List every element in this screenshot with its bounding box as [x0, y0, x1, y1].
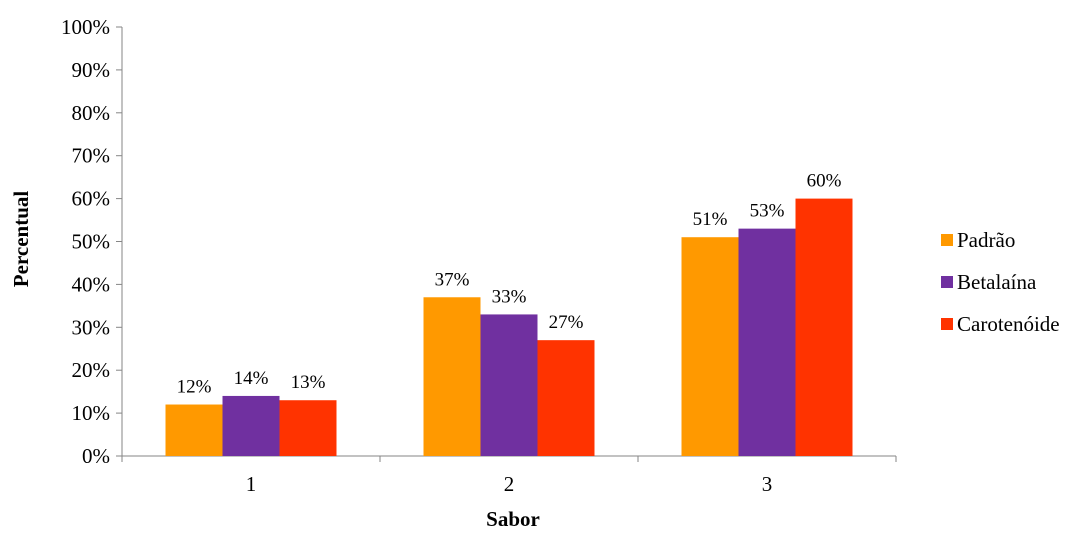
- x-axis: 1 2 3: [121, 455, 897, 496]
- legend-label: Betalaína: [957, 270, 1037, 294]
- bar-1-1: [165, 404, 223, 456]
- y-tick-label: 10%: [72, 401, 111, 425]
- y-axis-title: Percentual: [9, 191, 33, 288]
- x-tick-label: 3: [762, 472, 773, 496]
- legend-label: Padrão: [957, 228, 1015, 252]
- bar-2-3: [738, 228, 796, 456]
- data-label: 12%: [177, 377, 212, 398]
- y-tick-label: 20%: [72, 358, 111, 382]
- bar-3-2: [537, 340, 595, 456]
- legend-label: Carotenóide: [957, 312, 1060, 336]
- y-axis: 0% 10% 20% 30% 40% 50% 60% 70% 80% 90% 100%: [61, 15, 123, 468]
- x-tick-label: 2: [504, 472, 515, 496]
- data-label: 14%: [234, 368, 269, 389]
- data-labels: 12% 37% 51% 14% 33% 53% 13% 27% 60%: [177, 171, 842, 398]
- legend: Padrão Betalaína Carotenóide: [941, 228, 1060, 336]
- y-tick-label: 80%: [72, 101, 111, 125]
- bar-1-3: [681, 237, 739, 456]
- data-label: 37%: [435, 269, 470, 290]
- legend-swatch: [941, 276, 953, 288]
- data-label: 51%: [693, 209, 728, 230]
- y-tick-label: 40%: [72, 272, 111, 296]
- bar-1-2: [423, 297, 481, 456]
- y-tick-label: 30%: [72, 315, 111, 339]
- legend-swatch: [941, 318, 953, 330]
- bar-2-2: [480, 314, 538, 456]
- y-tick-label: 100%: [61, 15, 110, 39]
- y-tick-label: 0%: [82, 444, 110, 468]
- legend-swatch: [941, 234, 953, 246]
- y-tick-label: 60%: [72, 187, 111, 211]
- data-label: 27%: [549, 312, 584, 333]
- bar-3-3: [795, 198, 853, 456]
- x-axis-title: Sabor: [486, 507, 540, 531]
- data-label: 33%: [492, 286, 527, 307]
- y-tick-label: 90%: [72, 58, 111, 82]
- x-tick-label: 1: [246, 472, 257, 496]
- bar-2-1: [222, 395, 280, 456]
- data-label: 53%: [750, 201, 785, 222]
- data-label: 60%: [807, 171, 842, 192]
- y-tick-label: 70%: [72, 144, 111, 168]
- y-tick-label: 50%: [72, 230, 111, 254]
- bars: [165, 198, 853, 456]
- bar-3-1: [279, 400, 337, 456]
- data-label: 13%: [291, 372, 326, 393]
